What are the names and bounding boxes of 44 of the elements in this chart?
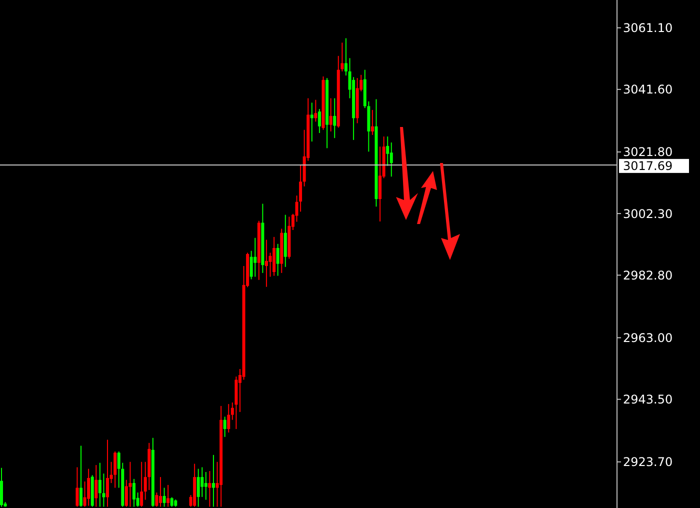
candlestick — [329, 98, 332, 132]
candlestick — [333, 98, 336, 139]
y-tick-label: 2923.70 — [623, 455, 673, 470]
y-tick-label: 3041.60 — [623, 82, 673, 97]
candlestick — [132, 478, 136, 508]
candlestick — [200, 466, 204, 498]
candlestick — [370, 109, 374, 136]
candlestick — [227, 404, 230, 433]
candlestick — [390, 142, 393, 178]
candlestick — [212, 454, 215, 508]
y-tick-label: 2963.00 — [623, 330, 673, 345]
y-tick-label: 2943.50 — [623, 392, 673, 407]
candlestick — [254, 237, 257, 278]
y-tick-label: 3061.10 — [623, 21, 673, 36]
y-tick-label: 3002.30 — [623, 206, 673, 221]
candlestick — [196, 468, 200, 508]
ref-line-label: 3017.69 — [623, 158, 673, 173]
y-tick-label: 2982.80 — [623, 268, 673, 282]
candlestick — [106, 439, 109, 508]
candlestick — [94, 464, 98, 508]
candlestick — [208, 470, 212, 508]
candlestick — [223, 416, 226, 438]
candlestick — [140, 461, 144, 508]
candlestick — [386, 136, 390, 166]
candlestick — [166, 484, 170, 508]
y-tick-label: 3021.80 — [623, 145, 673, 160]
candlestick — [318, 108, 321, 134]
candlestick — [76, 466, 79, 508]
candlestick — [314, 99, 318, 122]
candlestick — [98, 462, 102, 508]
candlestick — [87, 468, 90, 506]
candlestick — [162, 487, 166, 508]
candlestick — [155, 492, 158, 508]
candlestick — [128, 461, 132, 508]
candlestick — [204, 471, 208, 500]
candlestick — [114, 450, 117, 488]
candlestick — [158, 476, 162, 508]
candlestick — [170, 496, 174, 508]
candlestick — [79, 445, 82, 508]
candlestick — [276, 243, 280, 276]
candlestick — [268, 252, 272, 278]
candlestick — [310, 102, 314, 142]
candlestick — [378, 146, 382, 222]
candlestick — [264, 239, 268, 288]
